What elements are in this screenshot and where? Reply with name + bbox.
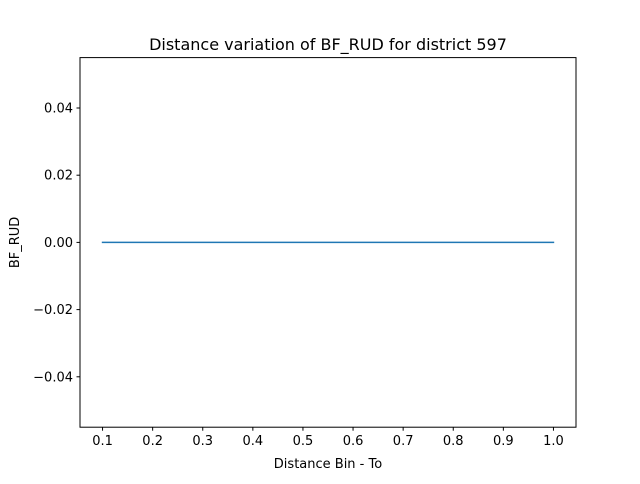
x-tick-label: 0.5: [293, 434, 314, 449]
x-tick-label: 0.8: [443, 434, 464, 449]
y-tick-label: 0.00: [44, 236, 73, 251]
x-axis-label: Distance Bin - To: [274, 457, 382, 472]
x-tick-label: 0.4: [243, 434, 264, 449]
y-axis-label: BF_RUD: [8, 217, 23, 268]
x-axis: 0.1 0.2 0.3 0.4 0.5 0.6 0.7 0.8 0.9 1.0: [92, 427, 564, 449]
x-tick-label: 0.9: [493, 434, 514, 449]
x-tick-label: 0.3: [192, 434, 213, 449]
x-tick-label: 1.0: [543, 434, 564, 449]
x-tick-label: 0.1: [92, 434, 113, 449]
x-tick-label: 0.2: [142, 434, 163, 449]
y-tick-label: 0.02: [44, 169, 73, 184]
x-tick-label: 0.6: [343, 434, 364, 449]
y-tick-label: −0.02: [33, 303, 73, 318]
chart-title: Distance variation of BF_RUD for distric…: [149, 35, 507, 55]
x-tick-label: 0.7: [393, 434, 414, 449]
y-axis: −0.04 −0.02 0.00 0.02 0.04: [33, 102, 80, 385]
y-tick-label: −0.04: [33, 370, 73, 385]
y-tick-label: 0.04: [44, 102, 73, 117]
